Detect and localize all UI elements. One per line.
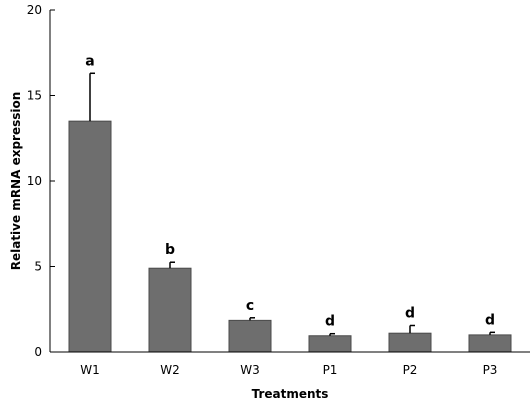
y-tick-label: 15 [27,89,42,103]
significance-label: b [165,242,175,258]
bar-p3 [468,334,512,353]
significance-label: a [85,53,94,69]
y-axis-title: Relative mRNA expression [9,92,23,271]
y-tick-label: 10 [27,174,42,188]
y-tick-label: 5 [34,260,42,274]
x-axis-title: Treatments [252,387,329,401]
bar-w1 [68,120,112,353]
x-tick-label: W2 [160,363,180,377]
x-tick-label: P2 [403,363,418,377]
y-tick-label: 20 [27,3,42,17]
error-bars-layer [89,72,495,336]
x-tick-label: P1 [323,363,338,377]
axes-layer [49,9,530,353]
y-tick-label: 0 [34,345,42,359]
significance-label: d [485,312,495,328]
significance-label: d [325,314,335,330]
bar-p1 [308,335,352,353]
labels-layer: 0 5 10 15 20 a W1 b W2 c W3 d P1 d P2 d P3 [27,3,498,377]
significance-label: d [405,305,415,321]
x-tick-label: W3 [240,363,260,377]
bar-w3 [228,319,272,353]
bar-w2 [148,267,192,353]
x-tick-label: W1 [80,363,100,377]
x-tick-label: P3 [483,363,498,377]
bar-p2 [388,332,432,353]
bars-layer [68,120,512,353]
significance-label: c [246,298,254,314]
